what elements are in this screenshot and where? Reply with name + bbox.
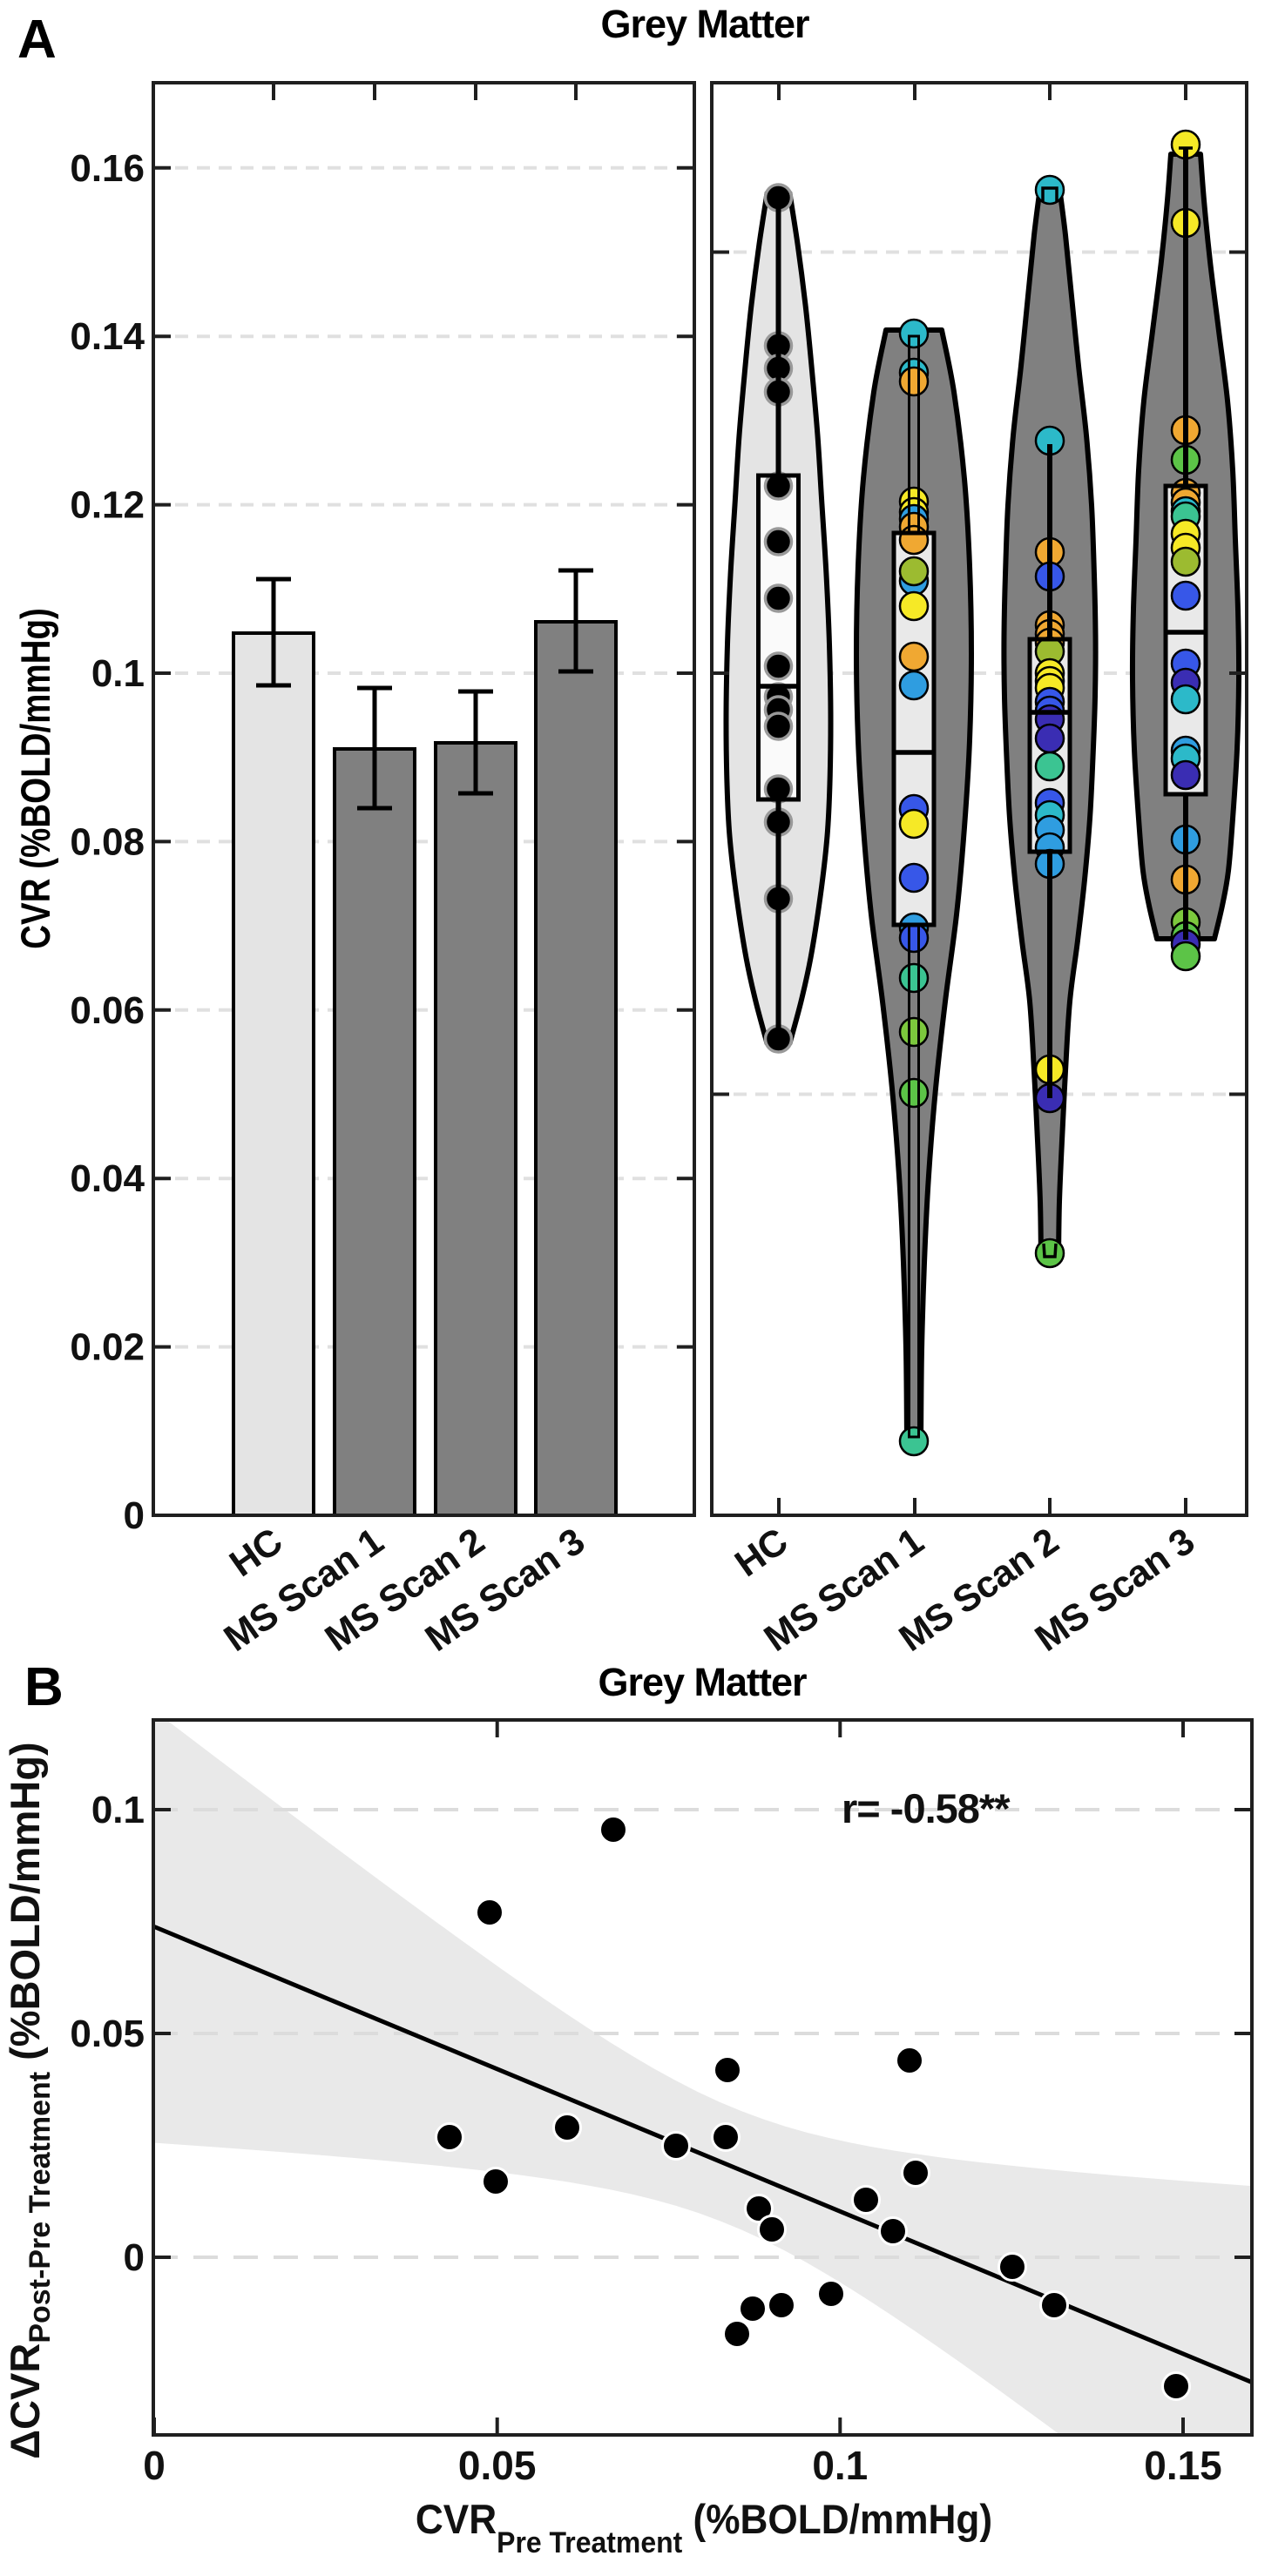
- svg-text:CVRPre Treatment (%BOLD/mmHg): CVRPre Treatment (%BOLD/mmHg): [416, 2497, 992, 2559]
- svg-text:0.08: 0.08: [70, 820, 145, 863]
- svg-text:0.05: 0.05: [458, 2443, 537, 2488]
- svg-text:0.1: 0.1: [91, 1789, 145, 1831]
- svg-text:B: B: [24, 1657, 64, 1717]
- svg-text:0.15: 0.15: [1144, 2443, 1222, 2488]
- svg-text:Grey Matter: Grey Matter: [598, 1660, 807, 1704]
- svg-text:0.12: 0.12: [70, 484, 145, 527]
- svg-text:0: 0: [124, 1494, 145, 1537]
- svg-text:CVR (%BOLD/mmHg): CVR (%BOLD/mmHg): [13, 608, 58, 949]
- svg-text:0.05: 0.05: [70, 2013, 145, 2055]
- svg-text:0.06: 0.06: [70, 989, 145, 1032]
- svg-text:0.1: 0.1: [812, 2443, 868, 2488]
- svg-text:ΔCVRPost-Pre Treatment (%BOLD/: ΔCVRPost-Pre Treatment (%BOLD/mmHg): [2, 1742, 57, 2458]
- svg-text:0.1: 0.1: [91, 652, 145, 695]
- svg-text:A: A: [17, 10, 57, 70]
- svg-text:0.14: 0.14: [70, 315, 145, 358]
- svg-text:Grey Matter: Grey Matter: [600, 2, 809, 46]
- svg-text:0.04: 0.04: [70, 1157, 145, 1200]
- svg-text:0: 0: [124, 2236, 145, 2279]
- svg-text:r= -0.58**: r= -0.58**: [842, 1785, 1011, 1831]
- svg-text:0: 0: [143, 2443, 166, 2488]
- svg-text:0.02: 0.02: [70, 1326, 145, 1369]
- svg-text:0.16: 0.16: [70, 147, 145, 190]
